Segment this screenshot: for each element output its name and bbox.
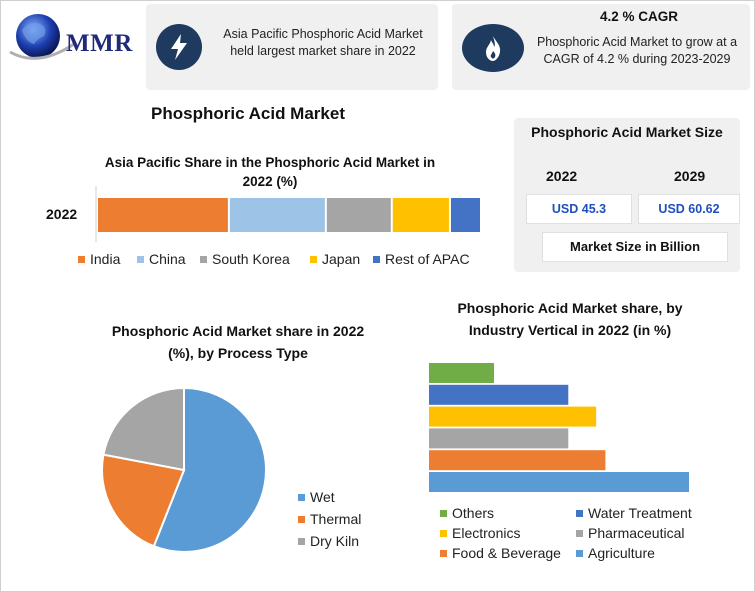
legend-electronics: Electronics xyxy=(440,525,520,541)
flame-icon xyxy=(462,24,524,72)
cagr-title: 4.2 % CAGR xyxy=(599,9,679,24)
legend-label: Agriculture xyxy=(588,545,655,561)
legend-swatch xyxy=(137,255,144,263)
size-value-2022-box: USD 45.3 xyxy=(526,194,632,224)
legend-swatch xyxy=(298,515,305,523)
callout-apac-text: Asia Pacific Phosphoric Acid Market held… xyxy=(223,27,423,58)
process-pie-chart xyxy=(101,386,267,553)
legend-swatch xyxy=(576,529,583,537)
legend-swatch xyxy=(576,549,583,557)
legend-label: Water Treatment xyxy=(588,505,692,521)
mmr-logo xyxy=(8,8,148,70)
globe-icon xyxy=(9,14,75,60)
industry-bar-water-treatment xyxy=(429,384,569,405)
industry-bar-agriculture xyxy=(429,472,689,492)
legend-swatch xyxy=(373,255,380,263)
legend-label: Others xyxy=(452,505,495,521)
legend-label: South Korea xyxy=(212,251,290,267)
market-size-panel: Phosphoric Acid Market Size 2022 2029 US… xyxy=(514,118,740,272)
size-unit-box: Market Size in Billion xyxy=(542,232,728,262)
main-title: Phosphoric Acid Market xyxy=(151,104,345,123)
industry-bar-food-and-beverage xyxy=(429,450,606,471)
legend-swatch xyxy=(440,509,447,517)
size-year-2022: 2022 xyxy=(546,168,578,184)
legend-label: Pharmaceutical xyxy=(588,525,685,541)
legend-water-treatment: Water Treatment xyxy=(576,505,692,521)
pie-slice-wet xyxy=(152,386,267,553)
cagr-text: Phosphoric Acid Market to grow at a CAGR… xyxy=(536,35,738,66)
legend-food-and-beverage: Food & Beverage xyxy=(440,545,561,561)
apac-bar-india xyxy=(98,198,228,232)
legend-swatch xyxy=(440,549,447,557)
pie-slice-thermal xyxy=(101,453,186,548)
size-value-2022: USD 45.3 xyxy=(551,202,607,216)
legend-label: Thermal xyxy=(310,511,362,527)
legend-dry-kiln: Dry Kiln xyxy=(298,533,359,549)
legend-swatch xyxy=(78,255,85,263)
legend-swatch xyxy=(310,255,317,263)
industry-bar-pharmaceutical xyxy=(429,428,569,449)
legend-agriculture: Agriculture xyxy=(576,545,655,561)
legend-label: Wet xyxy=(310,489,335,505)
legend-label: India xyxy=(90,251,121,267)
apac-category-label: 2022 xyxy=(46,206,78,222)
legend-thermal: Thermal xyxy=(298,511,361,527)
legend-swatch xyxy=(440,529,447,537)
legend-swatch xyxy=(576,509,583,517)
legend-china: China xyxy=(137,251,186,267)
legend-south-korea: South Korea xyxy=(200,251,290,267)
callout-apac-share: Asia Pacific Phosphoric Acid Market held… xyxy=(146,4,438,90)
legend-swatch xyxy=(298,537,305,545)
industry-bar-others xyxy=(429,363,494,383)
size-value-2029: USD 60.62 xyxy=(658,202,720,216)
pie-slice-dry-kiln xyxy=(102,386,185,472)
legend-japan: Japan xyxy=(310,251,360,267)
legend-label: Rest of APAC xyxy=(385,251,470,267)
apac-bar-japan xyxy=(392,198,449,232)
legend-india: India xyxy=(78,251,120,267)
legend-label: Electronics xyxy=(452,525,521,541)
legend-others: Others xyxy=(440,505,494,521)
legend-rest-of-apac: Rest of APAC xyxy=(373,251,470,267)
size-unit: Market Size in Billion xyxy=(569,239,701,254)
legend-swatch xyxy=(200,255,207,263)
apac-bar-rest-of-apac xyxy=(450,198,480,232)
industry-chart-title: Phosphoric Acid Market share, by Industr… xyxy=(457,300,683,338)
apac-bar-south-korea xyxy=(326,198,391,232)
legend-label: Dry Kiln xyxy=(310,533,360,549)
logo-text: MMR xyxy=(66,30,133,57)
lightning-icon xyxy=(156,24,202,70)
callout-cagr: 4.2 % CAGR Phosphoric Acid Market to gro… xyxy=(452,4,750,90)
legend-wet: Wet xyxy=(298,489,335,505)
legend-label: Japan xyxy=(322,251,361,267)
legend-swatch xyxy=(298,493,305,501)
size-panel-title: Phosphoric Acid Market Size xyxy=(531,124,723,140)
pie-chart-title: Phosphoric Acid Market share in 2022 (%)… xyxy=(111,323,365,361)
size-year-2029: 2029 xyxy=(674,168,706,184)
apac-bar-china xyxy=(229,198,325,232)
legend-label: Food & Beverage xyxy=(452,545,561,561)
industry-bar-electronics xyxy=(429,406,597,427)
legend-pharmaceutical: Pharmaceutical xyxy=(576,525,685,541)
legend-label: China xyxy=(149,251,186,267)
apac-chart-title: Asia Pacific Share in the Phosphoric Aci… xyxy=(104,155,436,189)
size-value-2029-box: USD 60.62 xyxy=(638,194,740,224)
